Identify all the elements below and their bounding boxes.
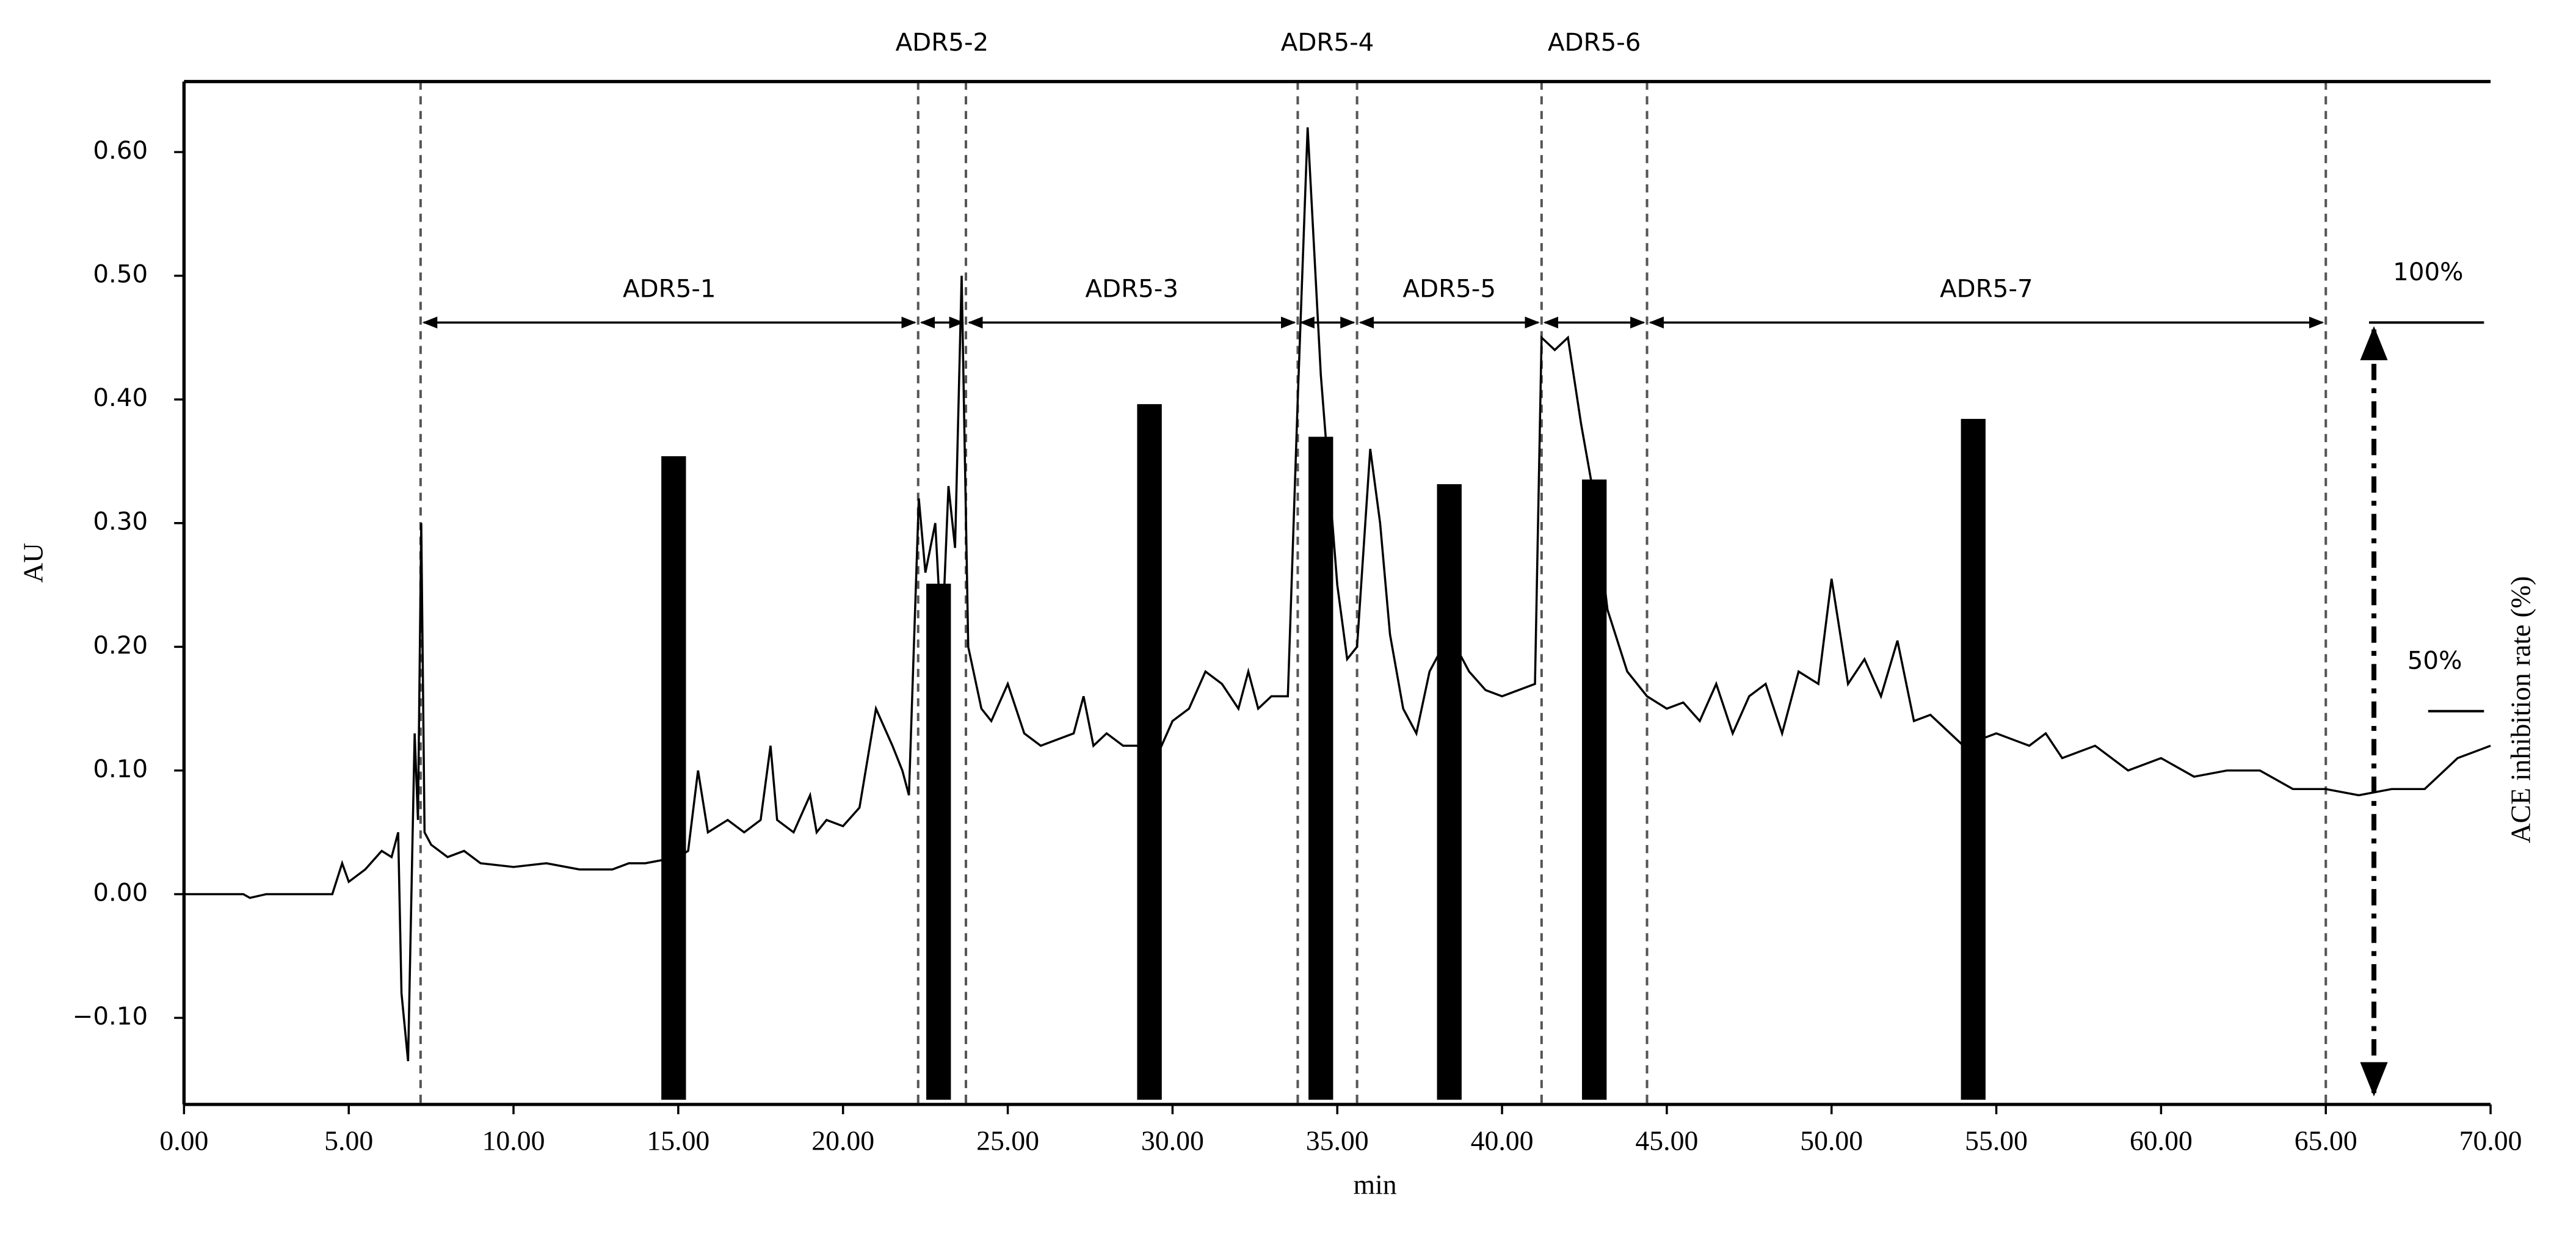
y2-axis-label: ACE inhibition rate (%) <box>2505 576 2536 843</box>
bar <box>1437 484 1462 1100</box>
y-tick-label: 0.10 <box>93 755 148 783</box>
x-tick-label: 30.00 <box>1141 1125 1204 1156</box>
fraction-label: ADR5-3 <box>1085 275 1178 303</box>
x-tick-label: 15.00 <box>647 1125 709 1156</box>
x-tick-label: 0.00 <box>159 1125 208 1156</box>
trace-line <box>184 127 2491 1062</box>
y2-tick-label: 50% <box>2407 647 2462 675</box>
y-tick-label: 0.20 <box>93 631 148 659</box>
x-tick-label: 35.00 <box>1306 1125 1369 1156</box>
y-tick-label: 0.50 <box>93 261 148 289</box>
bar <box>1581 479 1607 1100</box>
fraction-label: ADR5-6 <box>1548 29 1641 57</box>
bar <box>661 456 686 1100</box>
bar <box>926 583 951 1100</box>
y-tick-label: 0.30 <box>93 508 148 536</box>
x-tick-label: 40.00 <box>1471 1125 1534 1156</box>
x-tick-label: 55.00 <box>1965 1125 2028 1156</box>
x-tick-label: 5.00 <box>324 1125 373 1156</box>
fraction-label: ADR5-1 <box>623 275 716 303</box>
x-tick-label: 60.00 <box>2130 1125 2193 1156</box>
x-tick-label: 20.00 <box>811 1125 874 1156</box>
x-axis-label: min <box>1354 1169 1397 1200</box>
fraction-label: ADR5-7 <box>1940 275 2033 303</box>
fraction-label: ADR5-2 <box>896 29 989 57</box>
y-tick-label: 0.40 <box>93 384 148 412</box>
y-tick-label: −0.10 <box>73 1003 148 1031</box>
y-axis-label: AU <box>18 543 49 583</box>
bar <box>1961 419 1986 1100</box>
fraction-label: ADR5-4 <box>1281 29 1374 57</box>
x-tick-label: 10.00 <box>482 1125 545 1156</box>
y-tick-label: 0.00 <box>93 879 148 907</box>
x-tick-label: 50.00 <box>1800 1125 1863 1156</box>
x-tick-label: 70.00 <box>2459 1125 2522 1156</box>
fraction-label: ADR5-5 <box>1402 275 1496 303</box>
x-tick-label: 45.00 <box>1635 1125 1698 1156</box>
bar <box>1308 437 1333 1100</box>
y2-tick-label: 100% <box>2393 258 2463 286</box>
x-tick-label: 65.00 <box>2295 1125 2357 1156</box>
y-tick-label: 0.60 <box>93 137 148 165</box>
x-tick-label: 25.00 <box>976 1125 1039 1156</box>
